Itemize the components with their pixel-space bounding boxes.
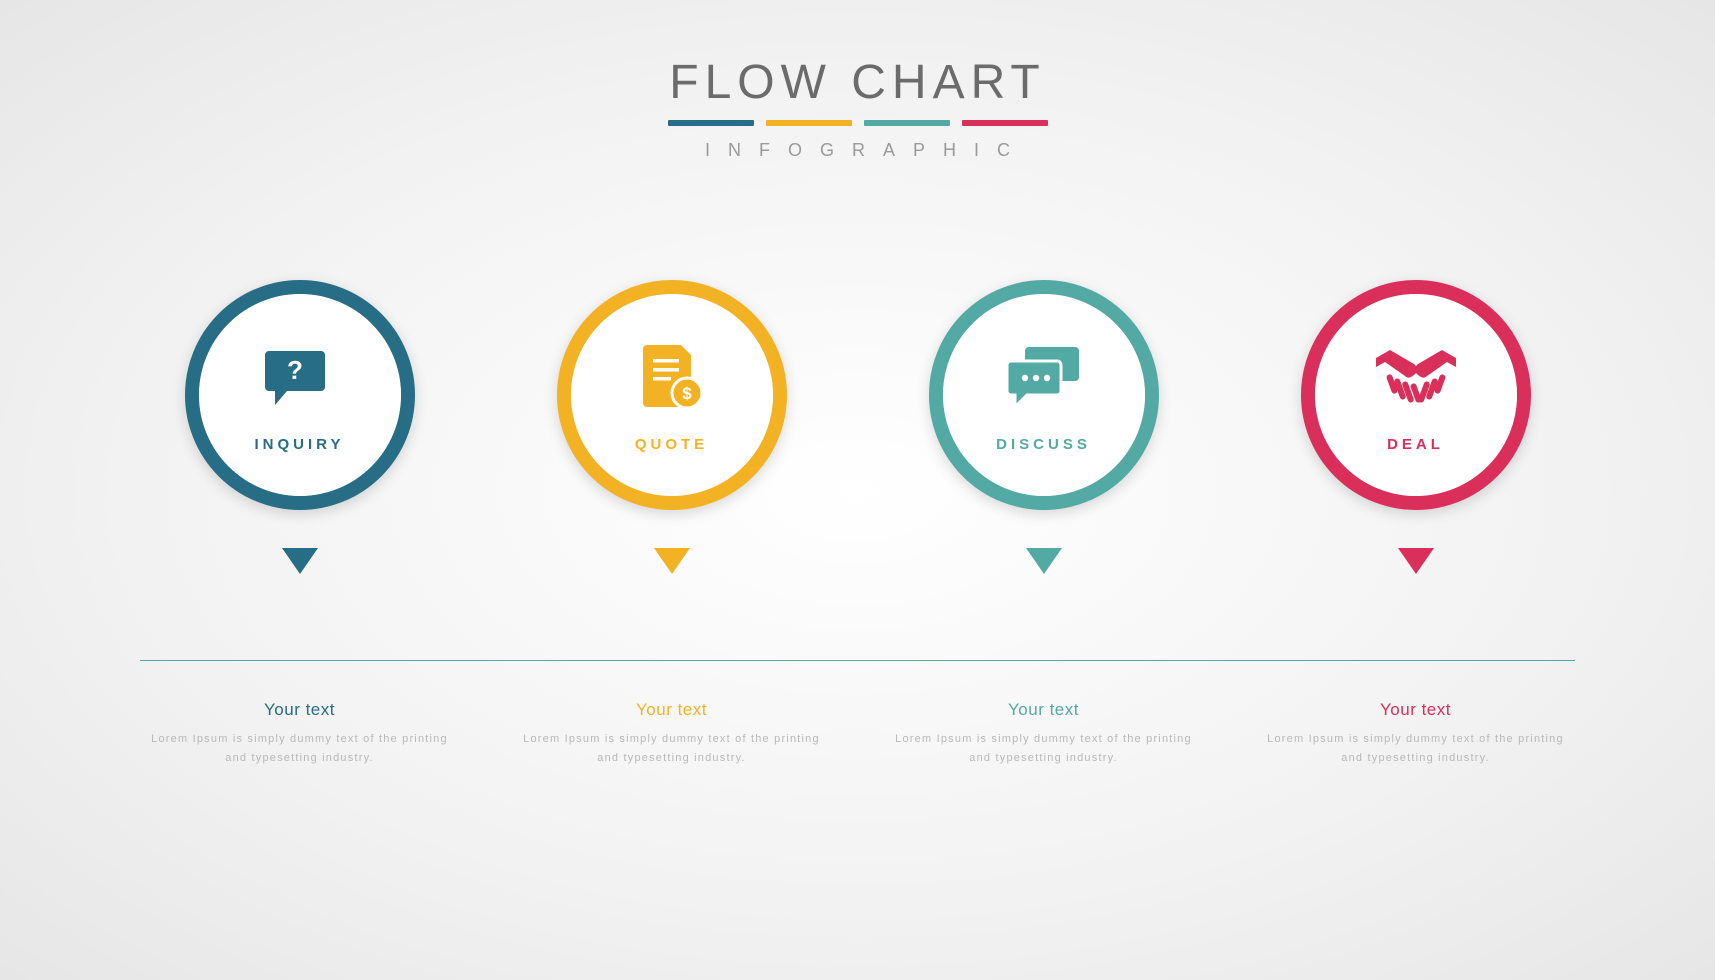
circle-inquiry: ? INQUIRY <box>185 280 415 510</box>
svg-text:?: ? <box>287 355 303 385</box>
circle-deal: DEAL <box>1301 280 1531 510</box>
underline-2 <box>766 120 852 126</box>
underline-4 <box>962 120 1048 126</box>
question-bubble-icon: ? <box>263 338 337 418</box>
header-subtitle: INFOGRAPHIC <box>668 140 1048 161</box>
label-deal: DEAL <box>1387 436 1444 453</box>
text-body-deal: Lorem Ipsum is simply dummy text of the … <box>1266 730 1566 767</box>
text-title-discuss: Your text <box>894 700 1194 720</box>
circle-inner-quote: $ QUOTE <box>571 294 773 496</box>
circle-inner-inquiry: ? INQUIRY <box>199 294 401 496</box>
text-block-quote: Your text Lorem Ipsum is simply dummy te… <box>522 700 822 767</box>
document-dollar-icon: $ <box>635 338 709 418</box>
header-title: FLOW CHART <box>668 55 1048 110</box>
label-discuss: DISCUSS <box>996 436 1091 453</box>
circle-inner-deal: DEAL <box>1315 294 1517 496</box>
text-title-inquiry: Your text <box>150 700 450 720</box>
underline-3 <box>864 120 950 126</box>
text-body-discuss: Lorem Ipsum is simply dummy text of the … <box>894 730 1194 767</box>
text-block-deal: Your text Lorem Ipsum is simply dummy te… <box>1266 700 1566 767</box>
svg-text:$: $ <box>682 384 692 403</box>
step-deal: DEAL <box>1266 280 1566 574</box>
triangle-discuss <box>1026 548 1062 574</box>
text-body-quote: Lorem Ipsum is simply dummy text of the … <box>522 730 822 767</box>
label-quote: QUOTE <box>635 436 708 453</box>
steps-row: ? INQUIRY $ <box>0 280 1715 574</box>
triangle-deal <box>1398 548 1434 574</box>
text-title-quote: Your text <box>522 700 822 720</box>
text-body-inquiry: Lorem Ipsum is simply dummy text of the … <box>150 730 450 767</box>
step-quote: $ QUOTE <box>522 280 822 574</box>
step-inquiry: ? INQUIRY <box>150 280 450 574</box>
underline-1 <box>668 120 754 126</box>
triangle-quote <box>654 548 690 574</box>
circle-inner-discuss: DISCUSS <box>943 294 1145 496</box>
circle-discuss: DISCUSS <box>929 280 1159 510</box>
handshake-icon <box>1371 338 1461 418</box>
text-row: Your text Lorem Ipsum is simply dummy te… <box>0 700 1715 767</box>
text-block-discuss: Your text Lorem Ipsum is simply dummy te… <box>894 700 1194 767</box>
header: FLOW CHART INFOGRAPHIC <box>668 55 1048 161</box>
header-underlines <box>668 120 1048 126</box>
step-discuss: DISCUSS <box>894 280 1194 574</box>
circle-quote: $ QUOTE <box>557 280 787 510</box>
text-block-inquiry: Your text Lorem Ipsum is simply dummy te… <box>150 700 450 767</box>
chat-bubbles-icon <box>1003 338 1085 418</box>
timeline <box>140 660 1575 661</box>
triangle-inquiry <box>282 548 318 574</box>
text-title-deal: Your text <box>1266 700 1566 720</box>
label-inquiry: INQUIRY <box>255 436 345 453</box>
